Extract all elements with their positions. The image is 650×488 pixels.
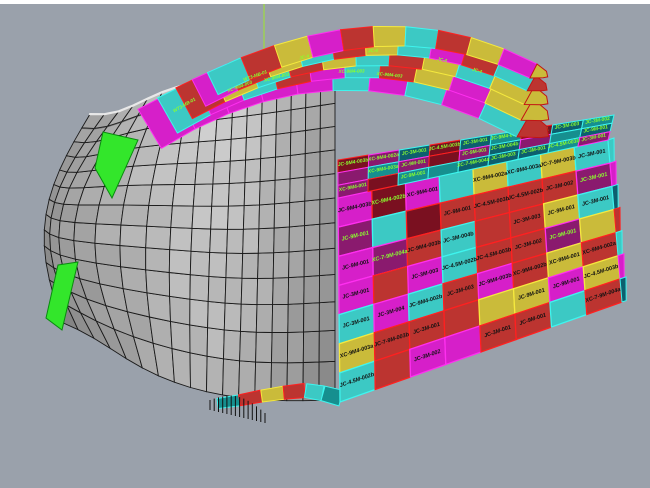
svg-text:JC-4: JC-4 xyxy=(368,48,379,53)
svg-text:XC-9M4-003: XC-9M4-003 xyxy=(338,68,366,73)
